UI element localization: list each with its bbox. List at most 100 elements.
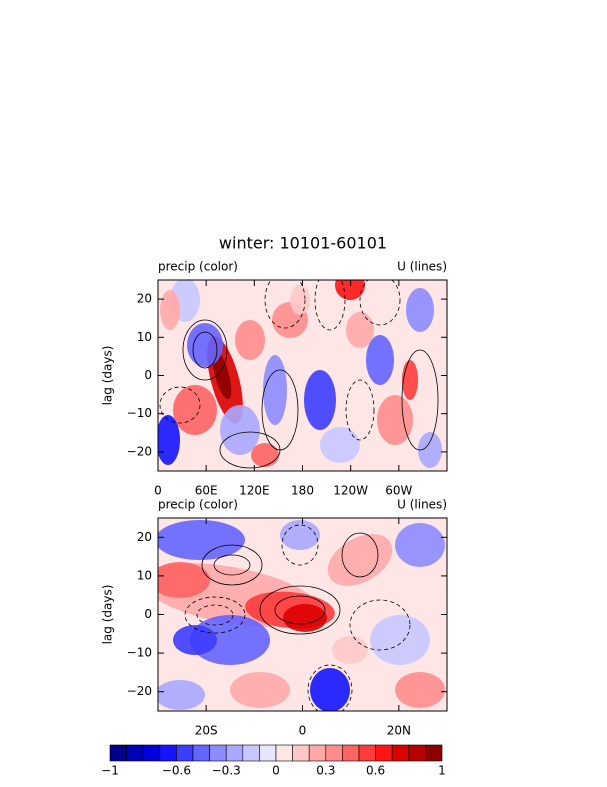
colorbar-box <box>192 744 210 762</box>
colorbar-label: 0.6 <box>366 764 385 778</box>
field-blob <box>346 312 374 348</box>
subtitle-right: U (lines) <box>397 498 447 512</box>
colorbar-box <box>225 744 244 762</box>
field-blob <box>370 615 430 665</box>
field-blob <box>263 355 287 425</box>
contour-line <box>264 280 306 329</box>
y-tick-label: 20 <box>137 530 152 544</box>
colorbar-box <box>275 744 293 762</box>
colorbar-label: −1 <box>101 764 119 778</box>
field-blob <box>187 323 223 367</box>
field-blob <box>173 625 217 655</box>
contour-line <box>401 349 439 451</box>
field-blob <box>310 668 350 711</box>
y-tick-label: −20 <box>127 444 152 458</box>
field-blob <box>406 288 434 332</box>
field-blob <box>327 534 393 586</box>
field-blob <box>158 520 245 560</box>
contour-line <box>341 532 379 578</box>
colorbar-box <box>242 744 260 762</box>
field-blob <box>304 370 336 430</box>
colorbar-label: 0 <box>272 764 280 778</box>
contour-line <box>219 431 281 469</box>
x-tick-label: 20N <box>387 724 411 738</box>
field-blob <box>395 523 445 567</box>
x-tick-label: 60W <box>385 484 412 498</box>
contour-line <box>314 280 346 331</box>
field <box>158 518 447 711</box>
y-axis-label: lag (days) <box>101 585 115 645</box>
colorbar-label: −0.6 <box>162 764 191 778</box>
subtitle-left: precip (color) <box>158 260 238 274</box>
contour-line <box>201 544 263 586</box>
field-blob <box>158 562 210 598</box>
colorbar-label: 0.3 <box>316 764 335 778</box>
field-blob <box>160 290 180 330</box>
colorbar-box <box>292 744 310 762</box>
field-blob <box>251 443 279 467</box>
subtitle-right: U (lines) <box>397 260 447 274</box>
field-blob <box>173 385 217 435</box>
field-blob <box>158 680 205 710</box>
field-blob <box>158 415 180 465</box>
colorbar-box <box>408 744 426 762</box>
field-blob <box>320 427 360 463</box>
y-tick-label: −20 <box>127 684 152 698</box>
field-blob <box>332 636 368 664</box>
field-blob <box>335 280 365 300</box>
y-tick-label: −10 <box>127 406 152 420</box>
contour-line <box>192 331 218 369</box>
contour-line <box>307 664 353 711</box>
x-tick-label: 0 <box>299 724 307 738</box>
field-blob <box>366 335 394 385</box>
x-tick-label: 60E <box>195 484 218 498</box>
y-tick-label: 20 <box>137 292 152 306</box>
colorbar-box <box>325 744 343 762</box>
contour-line <box>281 524 319 566</box>
field-blob <box>290 285 310 315</box>
contour-line <box>184 596 246 634</box>
figure-title: winter: 10101-60101 <box>219 234 387 253</box>
contour-line <box>349 599 411 651</box>
field-blob <box>230 672 290 708</box>
colorbar-box <box>109 744 127 762</box>
x-tick-label: 0 <box>154 484 162 498</box>
y-tick-label: 0 <box>144 368 152 382</box>
contour-line <box>182 319 228 381</box>
contour-line <box>259 585 341 635</box>
field-blob <box>395 672 445 708</box>
colorbar-box <box>308 744 327 762</box>
x-tick-label: 120W <box>333 484 368 498</box>
colorbar-box <box>176 744 194 762</box>
field-blob <box>212 350 232 400</box>
colorbar-box <box>375 744 393 762</box>
field-blob <box>190 615 270 665</box>
y-tick-label: −10 <box>127 646 152 660</box>
y-tick-label: 10 <box>137 568 152 582</box>
contour-line <box>345 379 375 441</box>
colorbar-box <box>342 744 360 762</box>
colorbar-box <box>259 744 277 762</box>
contour-line <box>359 280 401 326</box>
x-tick-label: 180 <box>291 484 314 498</box>
colorbar-box <box>126 744 144 762</box>
field-blob <box>283 604 327 632</box>
colorbar-label: −0.3 <box>212 764 241 778</box>
colorbar-box <box>391 744 410 762</box>
field-blob <box>220 405 260 455</box>
field-blob <box>402 360 418 400</box>
colorbar-box <box>209 744 227 762</box>
field-blob <box>377 395 413 445</box>
colorbar-box <box>358 744 376 762</box>
field-blob <box>280 520 320 550</box>
contour-line <box>196 604 234 626</box>
y-tick-label: 0 <box>144 607 152 621</box>
subtitle-left: precip (color) <box>158 498 238 512</box>
colorbar-box <box>159 744 177 762</box>
y-tick-label: 10 <box>137 330 152 344</box>
contour-line <box>213 554 251 576</box>
colorbar-box <box>425 744 443 762</box>
contour-line <box>159 386 201 424</box>
field-blob <box>235 320 265 360</box>
